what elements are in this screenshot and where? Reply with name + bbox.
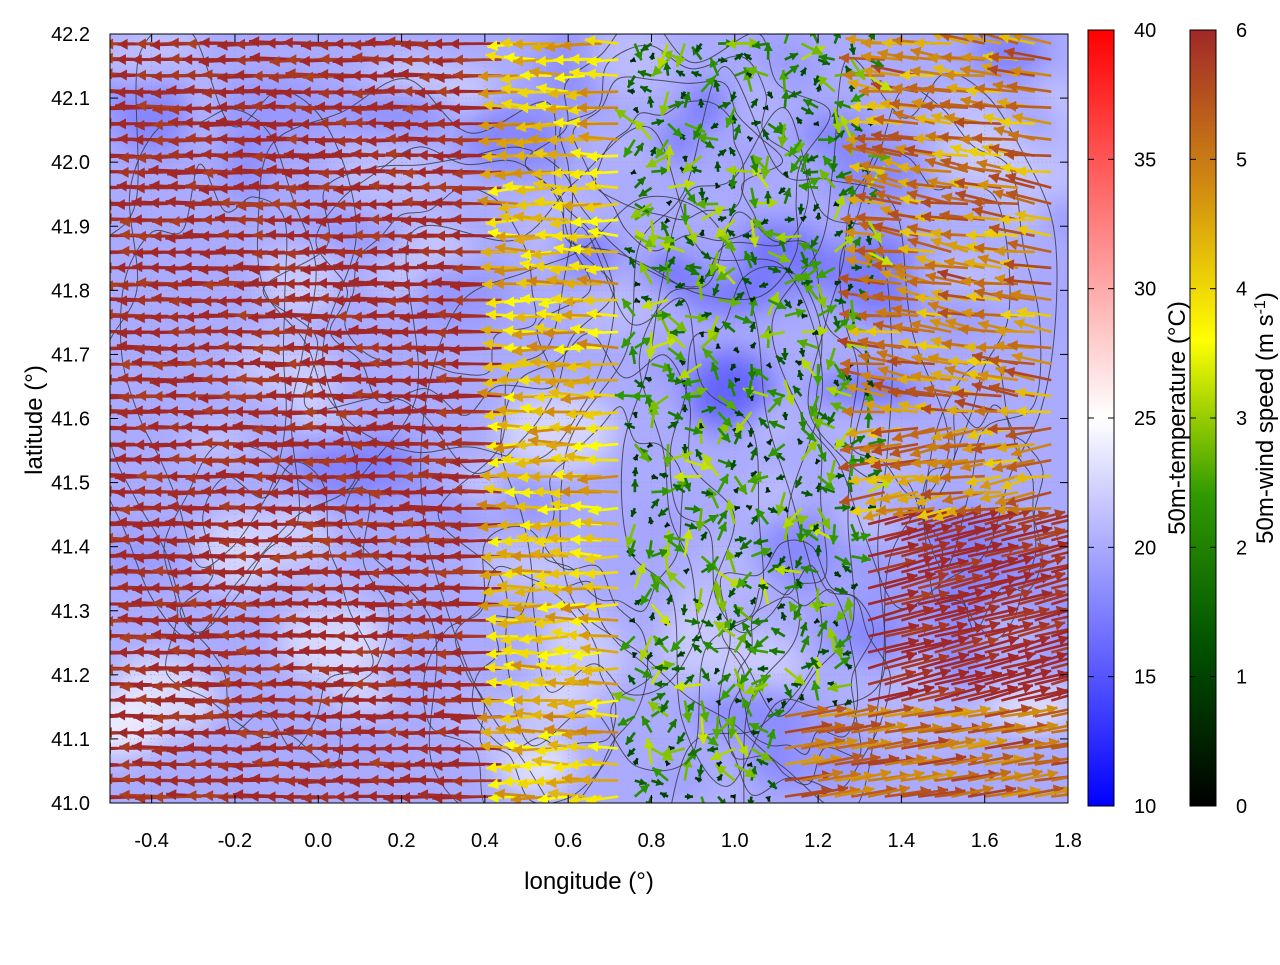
wind-arrow-head — [68, 775, 78, 786]
wind-arrow-head — [1074, 651, 1085, 662]
wind-arrow-head — [100, 440, 110, 451]
wind-arrow-head — [85, 248, 95, 259]
wind-arrow-head — [99, 326, 109, 337]
wind-arrow-head — [100, 598, 110, 609]
wind-arrow-head — [83, 120, 93, 131]
wind-arrow-head — [85, 584, 95, 595]
wind-arrow-head — [100, 246, 110, 257]
wind-arrow-head — [101, 551, 111, 562]
wind-arrow-head — [100, 710, 110, 721]
wind-arrow-head — [1070, 771, 1081, 782]
wind-arrow-head — [103, 280, 113, 291]
wind-arrow-head — [85, 312, 95, 323]
wind-arrow-head — [101, 151, 111, 162]
wind-arrow-head — [85, 761, 95, 772]
wind-arrow-head — [102, 773, 112, 784]
wind-arrow-head — [1074, 603, 1085, 614]
wind-arrow-head — [70, 521, 80, 532]
wind-arrow-head — [1073, 559, 1084, 570]
wind-arrow-head — [82, 566, 92, 577]
wind-arrow-head — [1071, 588, 1082, 599]
wind-arrow-head — [82, 134, 92, 145]
wind-arrow-head — [100, 695, 110, 706]
wind-arrow-head — [65, 200, 75, 211]
wind-arrow-head — [85, 389, 95, 400]
wind-arrow-head — [84, 504, 94, 515]
wind-arrow-head — [103, 616, 113, 627]
wind-arrow-head — [1074, 670, 1085, 681]
temperature-blob — [499, 391, 616, 474]
wind-arrow-head — [1073, 685, 1084, 696]
wind-arrow-head — [103, 664, 113, 675]
wind-arrow-head — [103, 533, 113, 544]
wind-arrow-head — [69, 693, 79, 704]
wind-arrow-head — [1070, 525, 1081, 536]
wind-arrow-head — [70, 264, 80, 275]
wind-arrow-head — [84, 520, 94, 531]
wind-arrow-head — [99, 793, 109, 804]
wind-arrow-head — [99, 230, 109, 241]
wind-arrow-head — [84, 438, 94, 449]
wind-arrow-head — [82, 374, 92, 385]
wind-arrow-head — [70, 633, 80, 644]
wind-arrow-head — [68, 503, 78, 514]
wind-arrow-head — [69, 440, 79, 451]
wind-arrow-head — [65, 327, 75, 338]
wind-arrow-head — [82, 710, 92, 721]
wind-arrow-head — [98, 135, 108, 146]
wind-arrow-head — [1071, 540, 1082, 551]
wind-arrow-head — [100, 648, 110, 659]
wind-arrow-head — [101, 743, 111, 754]
wind-arrow-head — [100, 760, 110, 771]
wind-arrow-head — [99, 182, 109, 193]
wind-arrow-head — [69, 713, 79, 724]
wind-arrow-head — [67, 246, 77, 257]
wind-arrow-head — [67, 120, 77, 131]
wind-arrow-head — [100, 344, 110, 355]
wind-arrow-head — [1068, 753, 1079, 764]
wind-arrow-head — [82, 455, 92, 466]
wind-arrow-head — [1070, 738, 1081, 749]
wind-arrow-head — [99, 469, 109, 480]
wind-arrow-head — [700, 806, 710, 816]
wind-arrow-head — [98, 582, 108, 593]
wind-arrow-head — [1073, 623, 1084, 634]
wind-arrow-head — [68, 757, 78, 768]
wind-arrow-head — [1072, 509, 1083, 520]
wind-arrow-head — [87, 262, 97, 273]
wind-arrow-head — [83, 197, 93, 208]
wind-arrow-head — [101, 504, 111, 515]
wind-arrow-head — [99, 167, 109, 178]
wind-arrow-head — [1069, 704, 1080, 715]
wind-arrow-head — [66, 376, 76, 387]
wind-arrow-head — [85, 646, 95, 657]
wind-arrow-head — [100, 293, 110, 304]
wind-arrow-head — [87, 326, 97, 337]
wind-arrow-head — [66, 312, 76, 323]
wind-arrow-head — [66, 584, 76, 595]
wind-arrow-head — [99, 393, 109, 404]
wind-arrow-head — [1072, 571, 1083, 582]
wind-arrow-head — [103, 565, 113, 576]
wind-arrow-head — [99, 454, 109, 465]
temperature-blob — [551, 603, 592, 647]
wind-arrow-head — [82, 629, 92, 640]
wind-arrow-head — [1074, 637, 1085, 648]
wind-arrow-head — [65, 648, 75, 659]
wind-arrow-head — [103, 309, 113, 320]
wind-arrow-head — [83, 181, 93, 192]
wind-arrow-head — [84, 695, 94, 706]
wind-arrow-head — [100, 517, 110, 528]
wind-arrow-head — [100, 678, 110, 689]
wind-arrow-head — [66, 183, 76, 194]
wind-arrow-head — [85, 776, 95, 787]
wind-arrow-head — [68, 455, 78, 466]
wind-arrow-head — [99, 424, 109, 435]
wind-arrow-head — [66, 135, 76, 146]
wind-arrow-head — [66, 391, 76, 402]
wind-arrow-head — [67, 567, 77, 578]
